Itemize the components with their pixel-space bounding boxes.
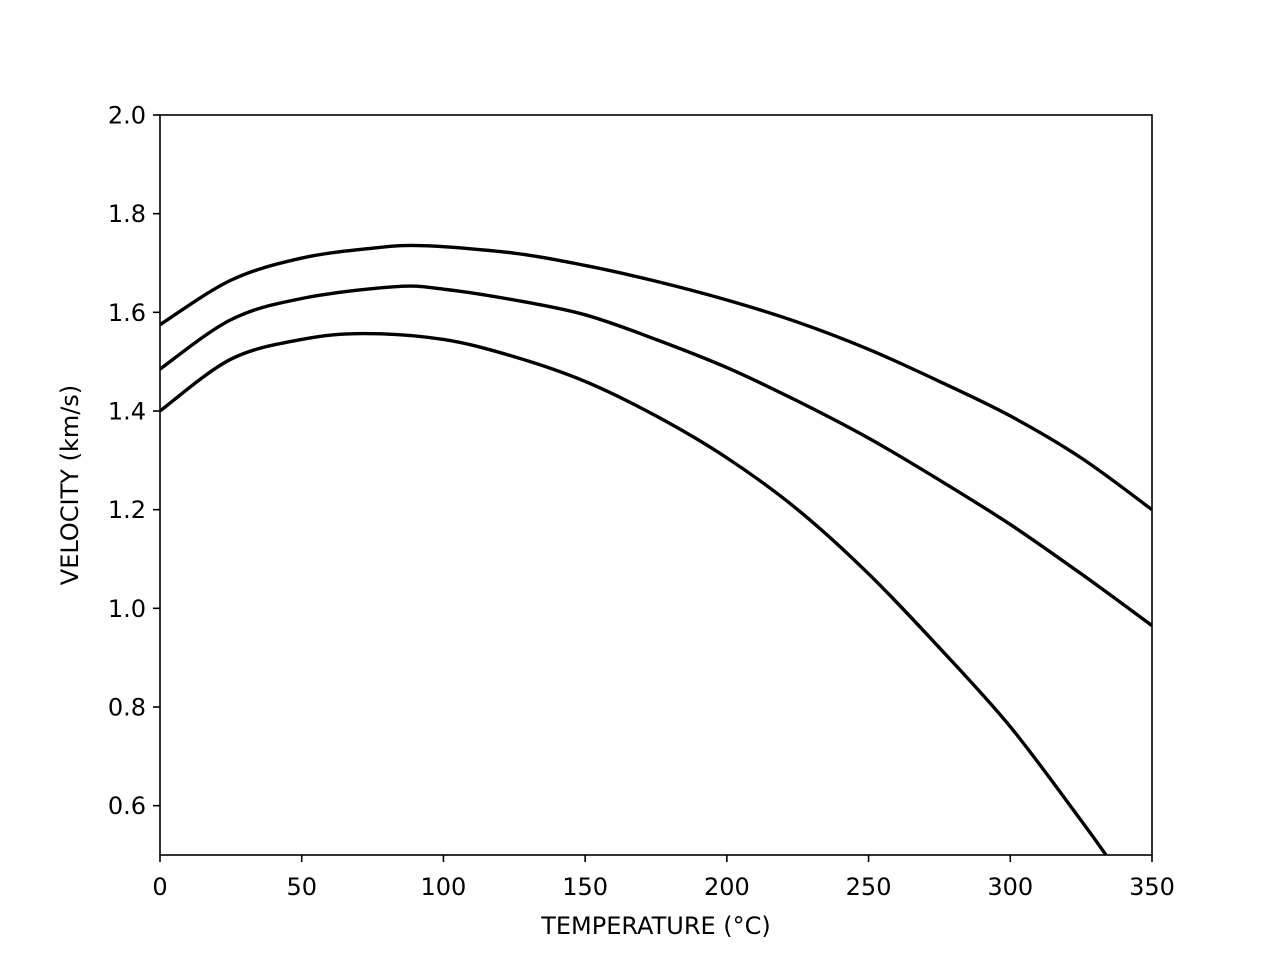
x-tick-label: 100	[421, 873, 467, 901]
x-tick-label: 300	[987, 873, 1033, 901]
y-tick-label: 0.8	[108, 694, 146, 722]
y-tick-label: 1.6	[108, 299, 146, 327]
x-tick-label: 150	[562, 873, 608, 901]
y-axis-label: VELOCITY (km/s)	[56, 385, 84, 585]
series-line-2	[160, 284, 1152, 627]
plot-frame	[159, 114, 1153, 856]
x-tick-label: 0	[152, 873, 167, 901]
x-tick-label: 350	[1129, 873, 1175, 901]
y-tick-label: 0.6	[108, 792, 146, 820]
x-axis-label: TEMPERATURE (°C)	[540, 912, 771, 940]
x-tick-label: 250	[846, 873, 892, 901]
y-tick-label: 1.0	[108, 595, 146, 623]
x-tick-label: 50	[286, 873, 317, 901]
x-axis-ticks: 0 50 100 150 200 250 300 350	[152, 855, 1175, 901]
y-tick-label: 1.2	[108, 496, 146, 524]
x-tick-label: 200	[704, 873, 750, 901]
series-line-3	[160, 331, 1109, 855]
series-layer	[160, 243, 1152, 855]
y-tick-label: 1.4	[108, 398, 146, 426]
y-axis-ticks: 0.6 0.8 1.0 1.2 1.4 1.6 1.8 2.0	[108, 102, 160, 820]
series-line-1	[160, 243, 1152, 512]
y-tick-label: 2.0	[108, 102, 146, 130]
y-tick-label: 1.8	[108, 200, 146, 228]
